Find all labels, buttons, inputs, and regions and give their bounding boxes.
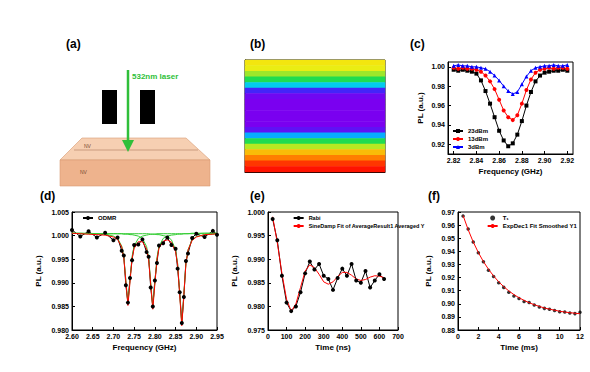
svg-text:0.975: 0.975 (247, 327, 265, 334)
svg-text:0.990: 0.990 (247, 256, 265, 263)
svg-text:2.84: 2.84 (470, 157, 484, 164)
svg-text:(b): (b) (250, 37, 265, 51)
svg-text:2.80: 2.80 (148, 333, 162, 340)
svg-text:0.93: 0.93 (441, 261, 455, 268)
svg-text:0: 0 (266, 333, 270, 340)
svg-text:8: 8 (537, 333, 541, 340)
svg-text:(e): (e) (250, 189, 265, 203)
svg-text:300: 300 (318, 333, 330, 340)
svg-text:PL (a.u.): PL (a.u.) (416, 92, 425, 124)
svg-text:200: 200 (299, 333, 311, 340)
svg-text:0.95: 0.95 (441, 235, 455, 242)
svg-text:0.92: 0.92 (441, 274, 455, 281)
svg-text:0.92: 0.92 (431, 141, 445, 148)
svg-text:0.90: 0.90 (441, 300, 455, 307)
svg-text:1.000: 1.000 (51, 232, 69, 239)
svg-text:10: 10 (556, 333, 564, 340)
svg-text:PL (a.u.): PL (a.u.) (34, 255, 43, 287)
svg-text:1.000: 1.000 (247, 209, 265, 216)
svg-text:0: 0 (456, 333, 460, 340)
svg-text:0.985: 0.985 (247, 279, 265, 286)
svg-text:2.92: 2.92 (561, 157, 575, 164)
svg-text:0.985: 0.985 (51, 303, 69, 310)
svg-text:4: 4 (497, 333, 501, 340)
svg-text:0.96: 0.96 (431, 102, 445, 109)
svg-text:PL (a.u.): PL (a.u.) (424, 255, 433, 287)
svg-text:(f): (f) (428, 189, 440, 203)
svg-text:(d): (d) (40, 189, 55, 203)
svg-text:600: 600 (374, 333, 386, 340)
svg-text:0.97: 0.97 (441, 209, 455, 216)
svg-text:0.990: 0.990 (51, 279, 69, 286)
svg-text:0.995: 0.995 (247, 232, 265, 239)
svg-text:2.88: 2.88 (515, 157, 529, 164)
svg-text:2.60: 2.60 (65, 333, 79, 340)
svg-text:T₁: T₁ (503, 215, 510, 221)
svg-text:0.980: 0.980 (51, 326, 69, 334)
svg-text:400: 400 (336, 333, 348, 340)
svg-text:Time (ns): Time (ns) (315, 343, 351, 352)
svg-text:6: 6 (517, 333, 521, 340)
svg-text:0.91: 0.91 (441, 287, 455, 294)
svg-text:ExpDec1 Fit Smoothed Y1: ExpDec1 Fit Smoothed Y1 (503, 223, 578, 229)
svg-text:(c): (c) (410, 37, 425, 51)
svg-text:2.90: 2.90 (189, 333, 203, 340)
svg-text:0.94: 0.94 (441, 248, 455, 255)
svg-text:100: 100 (281, 333, 293, 340)
svg-text:0.995: 0.995 (51, 256, 69, 263)
svg-text:500: 500 (355, 333, 367, 340)
svg-text:13dBm: 13dBm (468, 136, 488, 142)
svg-text:ODMR: ODMR (98, 215, 117, 221)
svg-text:2.85: 2.85 (169, 333, 183, 340)
svg-text:SineDamp Fit of AverageResult1: SineDamp Fit of AverageResult1 Averaged … (309, 223, 425, 229)
svg-text:Rabi: Rabi (309, 215, 321, 221)
svg-text:2: 2 (476, 333, 480, 340)
svg-text:2.70: 2.70 (107, 333, 121, 340)
svg-text:Frequency (GHz): Frequency (GHz) (112, 343, 176, 352)
svg-text:Frequency (GHz): Frequency (GHz) (478, 167, 542, 176)
svg-text:2.95: 2.95 (210, 333, 224, 340)
svg-text:NV: NV (80, 169, 88, 175)
svg-text:0.89: 0.89 (441, 313, 455, 320)
svg-text:2.75: 2.75 (127, 333, 141, 340)
svg-text:2.90: 2.90 (538, 157, 552, 164)
svg-text:NV: NV (84, 143, 92, 149)
svg-text:Time (ms): Time (ms) (500, 343, 538, 352)
svg-text:0.94: 0.94 (431, 121, 445, 128)
svg-text:700: 700 (392, 333, 404, 340)
svg-text:23dBm: 23dBm (468, 128, 488, 134)
svg-text:3dBm: 3dBm (468, 144, 485, 150)
svg-text:12: 12 (576, 333, 584, 340)
svg-text:0.98: 0.98 (431, 83, 445, 90)
svg-text:532nm laser: 532nm laser (132, 72, 178, 81)
svg-text:1.005: 1.005 (51, 209, 69, 216)
svg-text:PL (a.u.): PL (a.u.) (230, 255, 239, 287)
svg-text:0.96: 0.96 (441, 222, 455, 229)
svg-text:0.88: 0.88 (441, 327, 455, 334)
svg-text:0.980: 0.980 (247, 303, 265, 310)
svg-text:1.00: 1.00 (431, 63, 445, 70)
svg-text:2.86: 2.86 (492, 157, 506, 164)
svg-text:2.82: 2.82 (447, 157, 461, 164)
svg-text:2.65: 2.65 (86, 333, 100, 340)
svg-text:(a): (a) (66, 37, 81, 51)
